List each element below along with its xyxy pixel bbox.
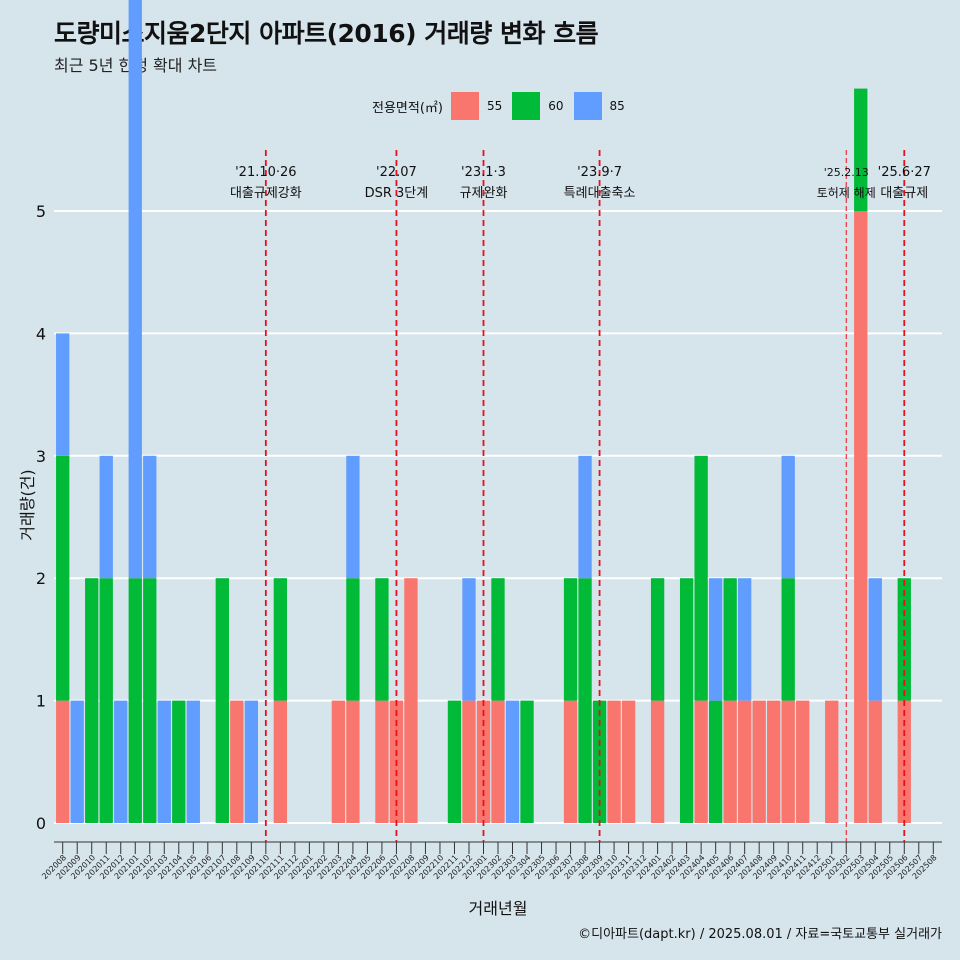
bar-60-202104 [172,700,186,823]
bar-60-202404 [694,455,708,701]
bar-60-202307 [563,578,578,701]
legend-item-55: 55 [450,92,503,120]
bar-85-202105 [186,700,200,823]
bar-55-202008 [56,700,70,823]
bar-60-202102 [143,578,157,823]
event-date-label: '21.10·26 [235,165,296,180]
event-date-label: '25.2.13 [824,166,869,179]
bar-85-202204 [346,455,360,579]
legend-swatch-55 [450,92,479,120]
legend-swatch-60 [512,92,541,120]
bar-85-202504 [868,578,882,701]
bar-55-202111 [273,700,288,823]
bar-60-202506 [897,578,911,701]
bar-60-202503 [854,88,868,211]
bar-60-202008 [56,455,70,701]
y-tick-label: 3 [36,447,46,466]
legend-label-85: 85 [609,99,625,113]
y-tick-label: 0 [36,814,46,833]
bar-55-202503 [854,211,868,823]
bar-60-202302 [491,578,505,701]
bar-60-202107 [215,578,229,823]
bar-55-202401 [650,700,665,823]
bar-55-202408 [752,700,766,823]
event-date-label: '23.1·3 [461,165,506,180]
bar-55-202504 [868,700,882,823]
bar-55-202203 [331,700,346,823]
legend-item-85: 85 [573,92,625,120]
bar-55-202404 [694,700,708,823]
bar-60-202304 [520,700,534,823]
legend: 전용면적(㎡) 55 60 85 [372,92,635,120]
bar-85-202101 [128,0,142,579]
event-label: 규제완화 [460,186,508,201]
bar-60-202204 [346,578,360,701]
bar-55-202310 [607,700,621,823]
bar-60-202101 [128,578,142,823]
event-label: 대출규제강화 [230,186,302,201]
bar-85-202103 [157,700,171,823]
event-label: 특례대출축소 [564,186,636,201]
bar-85-202303 [505,700,520,823]
bar-85-202109 [244,700,258,823]
bar-55-202409 [767,700,781,823]
bar-55-202206 [375,700,389,823]
event-label: 대출규제 [880,186,928,201]
legend-label-60: 60 [548,99,564,113]
bar-60-202406 [723,578,737,701]
legend-swatch-85 [573,92,602,120]
event-label: 토허제 해제 [817,186,876,200]
bar-55-202307 [563,700,578,823]
chart-title: 도량미소지움2단지 아파트(2016) 거래량 변화 흐름 [54,19,599,48]
bar-55-202410 [781,700,795,823]
bar-60-202211 [447,700,462,823]
bar-55-202108 [230,700,244,823]
bar-85-202008 [56,333,70,456]
bar-85-202012 [114,700,128,823]
bar-55-202311 [621,700,636,823]
legend-item-60: 60 [512,92,564,120]
y-tick-label: 1 [36,692,46,711]
bar-60-202308 [578,578,592,823]
bar-85-202410 [781,455,795,579]
bar-60-202403 [679,578,694,823]
bar-85-202009 [70,700,84,823]
bar-60-202410 [781,578,795,701]
bar-60-202206 [375,578,389,701]
bar-85-202407 [738,578,752,701]
bar-55-202501 [825,700,839,823]
bar-85-202405 [708,578,723,701]
event-date-label: '23.9·7 [577,165,622,180]
x-axis-title: 거래년월 [469,899,528,918]
y-tick-label: 2 [36,569,46,588]
bar-60-202010 [85,578,99,823]
bar-55-202411 [796,700,810,823]
legend-title: 전용면적(㎡) [372,100,443,116]
bar-55-202212 [462,700,476,823]
bar-60-202405 [708,700,723,823]
y-tick-label: 5 [36,202,46,221]
bar-60-202111 [273,578,288,701]
legend-label-55: 55 [486,99,503,113]
bar-60-202401 [650,578,665,701]
bar-85-202212 [462,578,476,701]
bar-85-202308 [578,455,592,579]
y-tick-label: 4 [36,324,46,343]
event-date-label: '22.07 [376,165,417,180]
event-date-label: '25.6·27 [878,165,931,180]
y-axis-title: 거래량(건) [18,469,37,540]
event-label: DSR 3단계 [365,186,429,201]
bar-55-202407 [738,700,752,823]
bar-55-202406 [723,700,737,823]
bar-60-202011 [99,578,113,823]
bar-55-202208 [404,578,418,823]
bar-55-202204 [346,700,360,823]
bar-85-202102 [143,455,157,579]
source-caption: ©디아파트(dapt.kr) / 2025.08.01 / 자료=국토교통부 실… [578,927,942,942]
bar-85-202011 [99,455,113,579]
bar-55-202302 [491,700,505,823]
